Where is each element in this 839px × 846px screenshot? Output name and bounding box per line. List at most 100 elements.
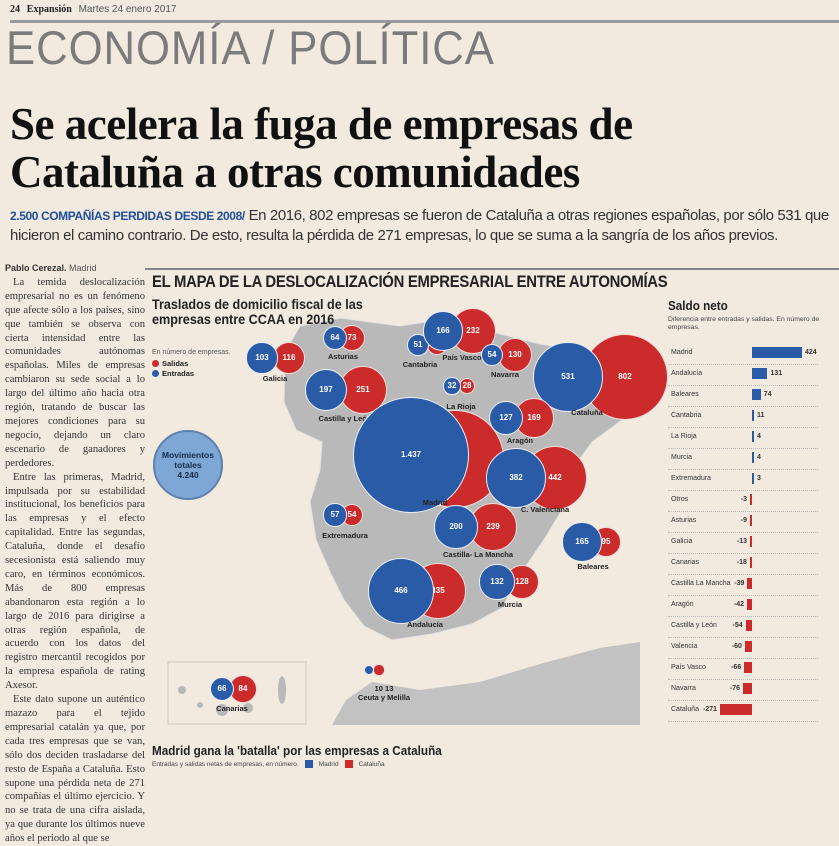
issue-date: Martes 24 enero 2017	[78, 4, 177, 15]
deck-kicker: 2.500 COMPAÑÍAS PERDIDAS DESDE 2008/	[10, 209, 245, 223]
bubble-entradas: 32	[443, 377, 461, 395]
bubble-entradas: 1.437	[353, 397, 469, 513]
saldo-row: Extremadura 3	[668, 469, 818, 491]
region-label: Castilla y León	[318, 414, 372, 423]
saldo-bar	[750, 536, 752, 547]
newspaper-name: Expansión	[26, 4, 72, 15]
saldo-subtitle: Diferencia entre entradas y salidas. En …	[668, 316, 820, 331]
saldo-row: Aragón -42	[668, 595, 818, 617]
saldo-row-label: Andalucía	[671, 370, 703, 377]
legend-cataluna-swatch	[344, 760, 353, 768]
bubble-entradas: 165	[562, 522, 602, 562]
saldo-value: -13	[736, 538, 747, 545]
saldo-row-label: Cataluña	[671, 706, 700, 713]
section-title: ECONOMÍA / POLÍTICA	[6, 21, 495, 74]
saldo-row-label: Galicia	[671, 538, 693, 545]
saldo-row-label: Valencia	[671, 643, 698, 650]
saldo-bar	[720, 704, 752, 715]
canarias-islands	[178, 676, 286, 716]
bottom-chart-subtitle: Entradas y salidas netas de empresas, en…	[152, 760, 385, 768]
saldo-value: 4	[757, 433, 761, 440]
region-label: Andalucía	[407, 620, 443, 629]
region-label: Asturias	[327, 352, 359, 361]
saldo-row-label: Baleares	[671, 391, 699, 398]
legend-salidas: Salidas	[152, 359, 188, 368]
deck: 2.500 COMPAÑÍAS PERDIDAS DESDE 2008/ En …	[10, 206, 839, 246]
saldo-row-label: Cantabria	[671, 412, 702, 419]
saldo-row-label: Extremadura	[671, 475, 712, 482]
bubble-entradas: 132	[479, 564, 515, 600]
saldo-bar	[752, 431, 754, 442]
saldo-bar	[752, 473, 754, 484]
saldo-bar	[750, 515, 752, 526]
saldo-bar	[752, 368, 768, 379]
article-paragraph: Entre las primeras, Madrid, impulsada po…	[5, 471, 145, 692]
saldo-row-label: Canarias	[671, 559, 700, 566]
region-label: Cantabria	[402, 360, 438, 369]
saldo-row: País Vasco -66	[668, 658, 818, 680]
saldo-row-label: País Vasco	[671, 664, 706, 671]
saldo-row: Baleares 74	[668, 385, 818, 407]
region-label: Madrid	[422, 498, 448, 507]
saldo-bar	[744, 641, 752, 652]
headline: Se acelera la fuga de empresas de Catalu…	[10, 99, 633, 197]
saldo-row-label: Castilla y León	[671, 622, 717, 629]
saldo-row: La Rioja 4	[668, 427, 818, 449]
region-label: Cataluña	[571, 408, 603, 417]
saldo-value: -39	[734, 580, 745, 587]
bubble-entradas	[364, 665, 374, 675]
saldo-value: -42	[733, 601, 745, 608]
deck-text: En 2016, 802 empresas se fueron de Catal…	[10, 207, 829, 244]
article-paragraph: La temida deslocalización empresarial no…	[5, 276, 145, 469]
africa-coast-shape	[332, 642, 640, 725]
bubble-salidas: 116	[272, 341, 306, 375]
saldo-row-label: La Rioja	[671, 433, 697, 440]
saldo-bar	[743, 683, 752, 694]
saldo-row: Otros -3	[668, 490, 818, 512]
bubble-entradas: 57	[323, 503, 347, 527]
region-label: Canarias	[216, 704, 248, 713]
map-title: Traslados de domicilio fiscal de las emp…	[152, 296, 363, 327]
saldo-bar	[752, 410, 754, 421]
bubble-entradas: 166	[423, 311, 463, 351]
saldo-value: 131	[770, 370, 783, 377]
legend-salidas-swatch	[152, 360, 159, 367]
bubble-entradas: 54	[480, 343, 504, 367]
region-label: La Rioja	[446, 402, 476, 411]
byline-location: Madrid	[69, 263, 97, 273]
saldo-row-label: Madrid	[671, 349, 693, 356]
saldo-row: Murcia 4	[668, 448, 818, 470]
saldo-row: Madrid 424	[668, 343, 818, 365]
saldo-bar	[750, 494, 752, 505]
saldo-bar	[752, 347, 802, 358]
saldo-title: Saldo neto	[668, 298, 728, 313]
saldo-row: Valencia -60	[668, 637, 818, 659]
bubble-entradas: 200	[434, 505, 478, 549]
saldo-row-label: Navarra	[671, 685, 696, 692]
saldo-row: Asturias -9	[668, 511, 818, 533]
region-label: Galicia	[262, 374, 288, 383]
bubble-entradas: 382	[486, 448, 546, 508]
saldo-value: -18	[736, 559, 747, 566]
saldo-row: Castilla La Mancha -39	[668, 574, 818, 596]
saldo-row-label: Aragón	[671, 601, 694, 608]
saldo-value: -54	[732, 622, 743, 629]
saldo-value: 74	[763, 391, 772, 398]
saldo-row: Navarra -76	[668, 679, 818, 701]
saldo-bar	[744, 662, 752, 673]
saldo-row-label: Castilla La Mancha	[671, 580, 731, 587]
total-movements-bubble: Movimientos totales 4.240	[153, 430, 223, 500]
saldo-row: Castilla y León -54	[668, 616, 818, 638]
bubble-entradas: 66	[209, 676, 235, 702]
saldo-bar	[752, 452, 754, 463]
saldo-value: 424	[805, 349, 817, 356]
bubble-entradas: 103	[246, 342, 278, 374]
saldo-row-label: Murcia	[671, 454, 693, 461]
saldo-value: 3	[757, 475, 761, 482]
region-label: 10 13 Ceuta y Melilla	[357, 684, 411, 702]
bubble-salidas: 28	[458, 377, 476, 395]
saldo-value: 11	[757, 412, 765, 419]
bubble-entradas: 64	[322, 325, 348, 351]
legend-entradas: Entradas	[152, 369, 194, 378]
saldo-bar	[752, 389, 761, 400]
